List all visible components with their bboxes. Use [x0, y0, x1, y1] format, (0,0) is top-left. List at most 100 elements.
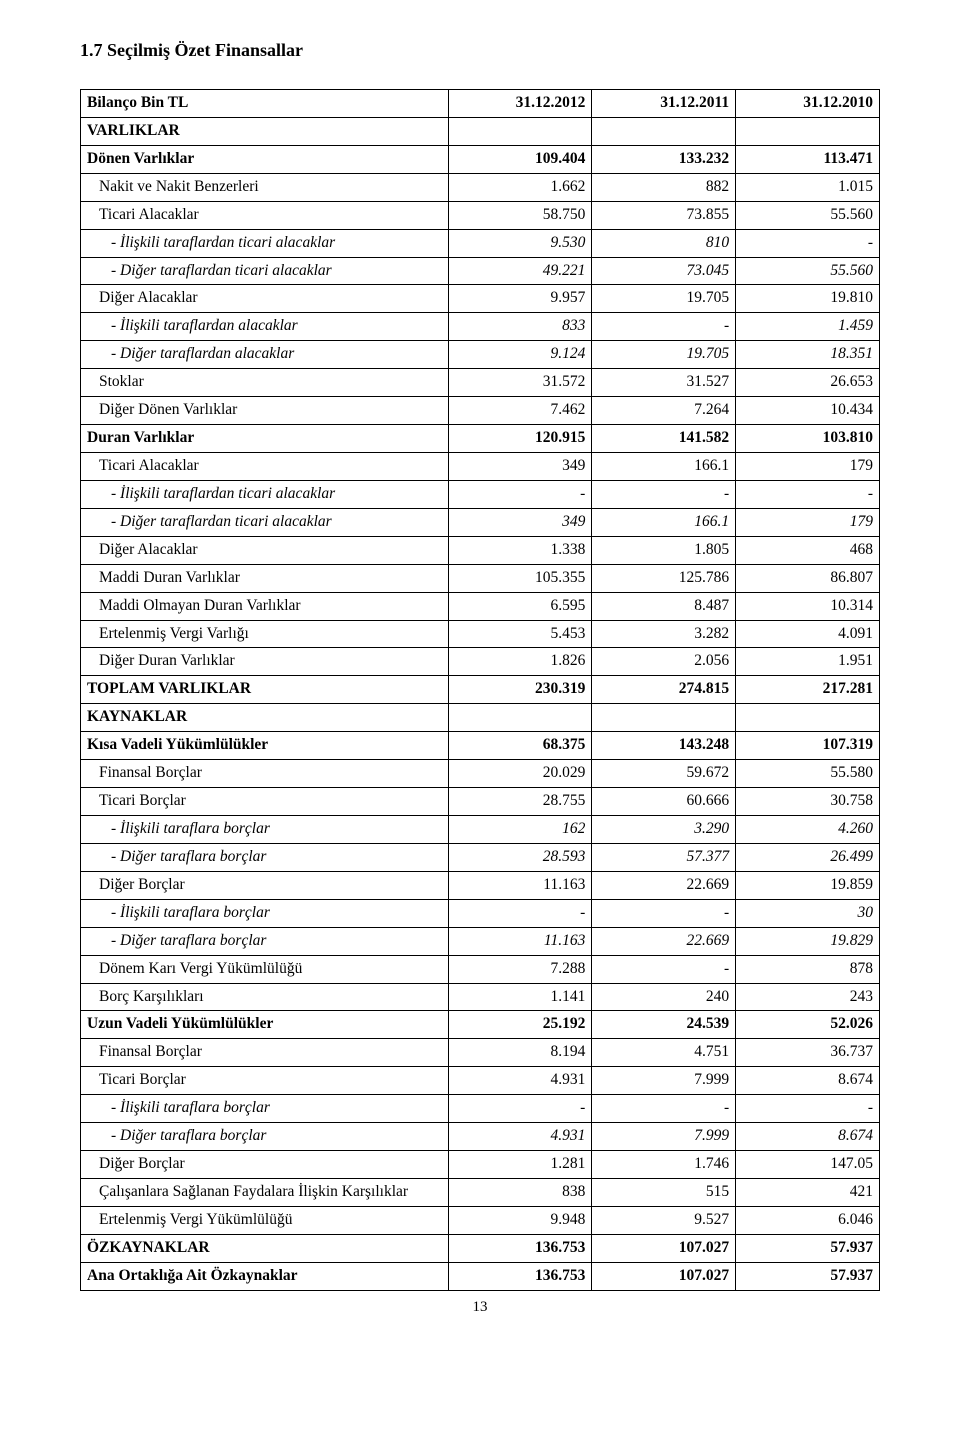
row-value: 1.015	[736, 173, 880, 201]
row-value: 1.805	[592, 536, 736, 564]
row-value: 125.786	[592, 564, 736, 592]
table-row: Finansal Borçlar8.1944.75136.737	[81, 1039, 880, 1067]
row-value: 11.163	[448, 927, 592, 955]
row-value: 468	[736, 536, 880, 564]
row-value: 109.404	[448, 145, 592, 173]
row-value: 7.999	[592, 1123, 736, 1151]
row-label: Diğer Alacaklar	[81, 285, 449, 313]
row-value: -	[592, 1095, 736, 1123]
row-value: 22.669	[592, 871, 736, 899]
row-value: 143.248	[592, 732, 736, 760]
row-value: 147.05	[736, 1151, 880, 1179]
row-value: 878	[736, 955, 880, 983]
table-row: Kısa Vadeli Yükümlülükler68.375143.24810…	[81, 732, 880, 760]
row-label: - İlişkili taraflara borçlar	[81, 899, 449, 927]
row-label: Diğer Borçlar	[81, 871, 449, 899]
row-value: 120.915	[448, 425, 592, 453]
row-label: Dönen Varlıklar	[81, 145, 449, 173]
row-value: 9.124	[448, 341, 592, 369]
row-value: -	[736, 480, 880, 508]
row-value: 24.539	[592, 1011, 736, 1039]
row-label: Diğer Dönen Varlıklar	[81, 397, 449, 425]
row-value: 19.829	[736, 927, 880, 955]
row-value: -	[448, 1095, 592, 1123]
table-row: Finansal Borçlar20.02959.67255.580	[81, 760, 880, 788]
row-value: 1.459	[736, 313, 880, 341]
row-value: 7.288	[448, 955, 592, 983]
row-value: 19.705	[592, 341, 736, 369]
row-label: KAYNAKLAR	[81, 704, 449, 732]
row-value: 8.674	[736, 1067, 880, 1095]
row-value	[592, 704, 736, 732]
row-value: 30	[736, 899, 880, 927]
row-value: 107.027	[592, 1262, 736, 1290]
row-value: 31.12.2012	[448, 90, 592, 118]
row-value: 55.560	[736, 201, 880, 229]
row-value	[448, 117, 592, 145]
table-row: - Diğer taraflardan ticari alacaklar49.2…	[81, 257, 880, 285]
row-value	[736, 117, 880, 145]
row-value: 133.232	[592, 145, 736, 173]
table-row: ÖZKAYNAKLAR136.753107.02757.937	[81, 1234, 880, 1262]
row-value: -	[448, 899, 592, 927]
row-value: 31.572	[448, 369, 592, 397]
table-row: Stoklar31.57231.52726.653	[81, 369, 880, 397]
table-row: - İlişkili taraflara borçlar--30	[81, 899, 880, 927]
table-row: Ticari Alacaklar349166.1179	[81, 452, 880, 480]
row-value: 59.672	[592, 760, 736, 788]
section-title: 1.7 Seçilmiş Özet Finansallar	[80, 40, 880, 61]
row-value: 838	[448, 1178, 592, 1206]
row-value: 421	[736, 1178, 880, 1206]
row-label: Ticari Borçlar	[81, 788, 449, 816]
row-value: 4.931	[448, 1123, 592, 1151]
table-row: - Diğer taraflara borçlar11.16322.66919.…	[81, 927, 880, 955]
row-value: 60.666	[592, 788, 736, 816]
table-row: - İlişkili taraflardan ticari alacaklar9…	[81, 229, 880, 257]
table-row: - Diğer taraflara borçlar4.9317.9998.674	[81, 1123, 880, 1151]
row-value: 31.12.2010	[736, 90, 880, 118]
row-value: 52.026	[736, 1011, 880, 1039]
row-value: 136.753	[448, 1262, 592, 1290]
row-label: Ticari Alacaklar	[81, 201, 449, 229]
row-value: 1.826	[448, 648, 592, 676]
row-label: Ticari Alacaklar	[81, 452, 449, 480]
row-value: 57.937	[736, 1234, 880, 1262]
row-value: 9.530	[448, 229, 592, 257]
row-value: 10.314	[736, 592, 880, 620]
table-row: - İlişkili taraflardan ticari alacaklar -…	[81, 480, 880, 508]
table-row: Çalışanlara Sağlanan Faydalara İlişkin K…	[81, 1178, 880, 1206]
row-value: 3.290	[592, 815, 736, 843]
row-value: 136.753	[448, 1234, 592, 1262]
table-row: Diğer Alacaklar1.3381.805468	[81, 536, 880, 564]
table-row: Diğer Borçlar11.16322.66919.859	[81, 871, 880, 899]
row-label: Maddi Duran Varlıklar	[81, 564, 449, 592]
table-row: Dönem Karı Vergi Yükümlülüğü7.288-878	[81, 955, 880, 983]
row-value: 105.355	[448, 564, 592, 592]
row-value: 349	[448, 452, 592, 480]
row-label: Stoklar	[81, 369, 449, 397]
financials-table: Bilanço Bin TL31.12.201231.12.201131.12.…	[80, 89, 880, 1291]
row-value: 515	[592, 1178, 736, 1206]
row-value: 19.705	[592, 285, 736, 313]
table-row: Diğer Borçlar1.2811.746147.05	[81, 1151, 880, 1179]
row-value: 4.751	[592, 1039, 736, 1067]
row-label: Ertelenmiş Vergi Varlığı	[81, 620, 449, 648]
row-label: - İlişkili taraflardan alacaklar	[81, 313, 449, 341]
table-row: KAYNAKLAR	[81, 704, 880, 732]
row-value: 68.375	[448, 732, 592, 760]
table-row: Ticari Borçlar4.9317.9998.674	[81, 1067, 880, 1095]
row-value: 179	[736, 452, 880, 480]
table-row: Duran Varlıklar120.915141.582103.810	[81, 425, 880, 453]
row-label: TOPLAM VARLIKLAR	[81, 676, 449, 704]
row-value	[592, 117, 736, 145]
row-value: 25.192	[448, 1011, 592, 1039]
table-row: Ticari Borçlar28.75560.66630.758	[81, 788, 880, 816]
row-label: Ertelenmiş Vergi Yükümlülüğü	[81, 1206, 449, 1234]
row-label: - İlişkili taraflardan ticari alacaklar	[81, 480, 449, 508]
row-value: -	[736, 1095, 880, 1123]
table-row: Borç Karşılıkları1.141240243	[81, 983, 880, 1011]
table-row: - Diğer taraflardan ticari alacaklar3491…	[81, 508, 880, 536]
row-value: -	[736, 229, 880, 257]
row-label: Finansal Borçlar	[81, 760, 449, 788]
row-label: Ana Ortaklığa Ait Özkaynaklar	[81, 1262, 449, 1290]
